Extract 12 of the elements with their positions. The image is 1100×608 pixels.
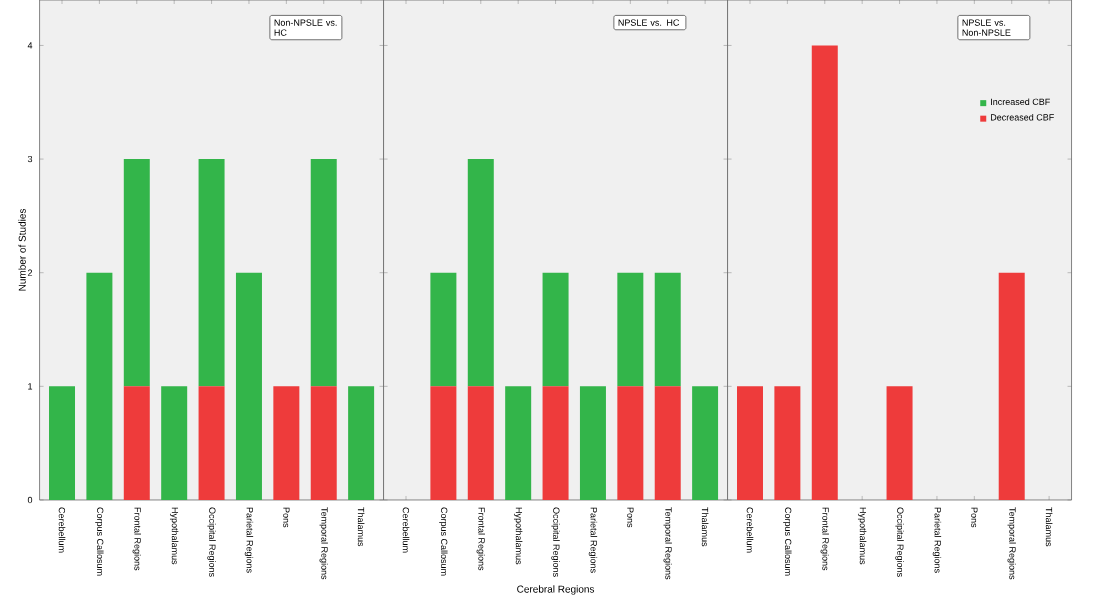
bar bbox=[123, 159, 150, 387]
bar bbox=[86, 272, 113, 500]
bar bbox=[348, 386, 375, 500]
bar bbox=[49, 386, 76, 500]
bar bbox=[161, 386, 188, 500]
bar bbox=[273, 386, 300, 500]
bar bbox=[310, 386, 337, 500]
bar bbox=[310, 159, 337, 387]
bar bbox=[198, 159, 225, 387]
bar bbox=[235, 272, 262, 500]
bar bbox=[198, 386, 225, 500]
bar bbox=[123, 386, 150, 500]
